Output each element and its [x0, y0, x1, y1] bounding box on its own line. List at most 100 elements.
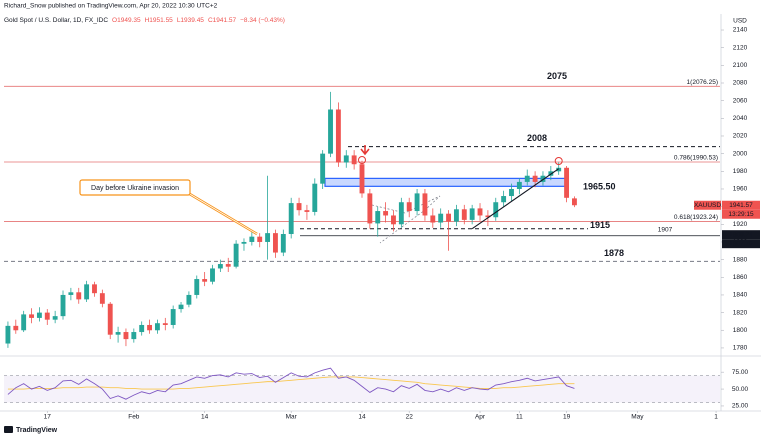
- candle-body: [375, 211, 381, 224]
- trendline: [471, 168, 560, 230]
- candle-body: [280, 234, 286, 253]
- logo-icon: [4, 426, 13, 433]
- level-label: 1878: [604, 248, 624, 258]
- y-tick-label: 2140: [733, 27, 748, 34]
- y-tick-label: 2100: [733, 62, 748, 69]
- y-tick-label: 1980: [733, 168, 748, 175]
- candle-body: [516, 181, 522, 189]
- ohlc-value: C1941.57: [208, 17, 237, 24]
- candle-body: [13, 325, 19, 331]
- candle-body: [92, 284, 97, 294]
- candle-body: [453, 209, 459, 222]
- candle-body: [29, 314, 34, 318]
- candle-body: [99, 293, 105, 304]
- candle-body: [21, 314, 27, 331]
- symbol-line: Gold Spot / U.S. Dollar, 1D, FX_IDC O1949…: [4, 17, 285, 24]
- candle-body: [414, 193, 420, 212]
- candle-body: [107, 303, 113, 335]
- level-label: 2008: [527, 133, 547, 143]
- candle-body: [477, 208, 483, 216]
- candle-body: [131, 332, 137, 340]
- ohlc-value: −8.34 (−0.43%): [240, 17, 285, 24]
- x-tick-label: Feb: [128, 414, 140, 421]
- candle-body: [162, 323, 168, 325]
- candle-body: [493, 202, 499, 218]
- candle-body: [217, 264, 223, 269]
- footer: TradingView: [4, 426, 58, 434]
- rsi-tick-label: 75.00: [732, 369, 749, 376]
- x-tick-label: 17: [44, 414, 52, 421]
- level-label: 0.618(1923.24): [674, 214, 718, 221]
- x-tick-label: May: [631, 414, 644, 421]
- price-tag: [722, 230, 760, 240]
- candle-body: [178, 304, 184, 310]
- candle-body: [273, 233, 278, 253]
- ohlc-value: L1939.45: [177, 17, 204, 24]
- countdown-label: 13:29:15: [728, 211, 754, 218]
- level-label: 1(2076.25): [687, 79, 718, 86]
- ohlc-value: O1949.35: [112, 17, 141, 24]
- candle-body: [115, 332, 121, 335]
- level-label: 1907: [658, 226, 673, 233]
- candle-body: [524, 175, 530, 182]
- candle-body: [68, 292, 74, 295]
- callout-box: [79, 179, 191, 196]
- candle-body: [351, 155, 357, 165]
- candle-body: [430, 215, 436, 223]
- y-tick-label: 2080: [733, 80, 748, 87]
- candle-body: [398, 202, 404, 225]
- candle-body: [186, 294, 192, 305]
- y-tick-label: 2060: [733, 97, 748, 104]
- candle-body: [469, 208, 475, 220]
- candle-body: [556, 167, 562, 172]
- candle-body: [540, 175, 546, 182]
- x-tick-label: 1: [714, 414, 718, 421]
- candle-body: [44, 312, 50, 320]
- price-tag-label: 1907.70: [729, 240, 753, 247]
- annotation: 2075: [547, 71, 567, 81]
- arrow: [360, 145, 370, 156]
- callout-leader-inner: [187, 192, 258, 235]
- candle-body: [391, 215, 396, 225]
- candle-body: [485, 215, 491, 218]
- price-tag-label: 1908.24: [729, 231, 753, 238]
- candle-body: [446, 213, 451, 222]
- symbol-name: Gold Spot / U.S. Dollar, 1D, FX_IDC: [4, 17, 108, 24]
- y-tick-label: 1920: [733, 221, 748, 228]
- candle-body: [139, 324, 145, 333]
- candle-body: [296, 203, 302, 211]
- y-tick-label: 1960: [733, 186, 748, 193]
- candle-body: [320, 153, 326, 184]
- candle-body: [312, 183, 318, 212]
- countdown-tag: [722, 209, 760, 219]
- candle-body: [249, 236, 255, 242]
- y-tick-label: 1840: [733, 292, 748, 299]
- rsi-line: [7, 367, 575, 400]
- candle-body: [288, 203, 294, 235]
- rsi-tick-label: 25.00: [732, 403, 749, 410]
- x-tick-label: 14: [358, 414, 366, 421]
- callout-text: Day before Ukraine invasion: [91, 185, 179, 192]
- y-tick-label: 1800: [733, 327, 748, 334]
- candle-body: [367, 193, 373, 224]
- rsi-tick-label: 50.00: [732, 386, 749, 393]
- y-tick-label: 2120: [733, 44, 748, 51]
- candle-body: [328, 109, 333, 154]
- candle-body: [5, 325, 11, 344]
- candle-body: [406, 202, 412, 212]
- price-tag: [722, 239, 760, 249]
- candle-body: [265, 233, 271, 242]
- candle-body: [123, 332, 129, 340]
- ohlc-value: H1951.55: [145, 17, 174, 24]
- candle-body: [359, 164, 365, 194]
- candle-body: [438, 213, 444, 223]
- zone-label: 1965.50: [583, 182, 616, 192]
- level-label: 0.786(1990.53): [674, 155, 718, 162]
- candle-body: [572, 198, 577, 206]
- candle-body: [335, 109, 341, 163]
- symbol-tag: [694, 200, 721, 210]
- candle-body: [52, 316, 58, 320]
- y-tick-label: 1780: [733, 345, 748, 352]
